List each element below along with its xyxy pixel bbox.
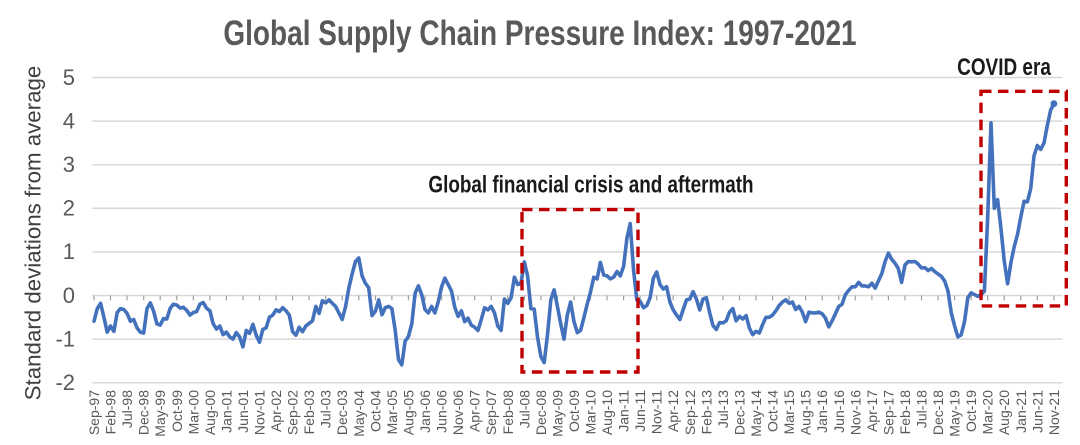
svg-text:Aug-10: Aug-10 xyxy=(599,390,615,435)
svg-text:-2: -2 xyxy=(55,370,75,395)
svg-text:Feb-98: Feb-98 xyxy=(103,390,119,435)
svg-text:Oct-19: Oct-19 xyxy=(963,390,979,432)
svg-text:Aug-15: Aug-15 xyxy=(798,390,814,435)
svg-text:Dec-18: Dec-18 xyxy=(930,390,946,435)
svg-text:3: 3 xyxy=(63,152,75,177)
svg-text:Oct-14: Oct-14 xyxy=(765,390,781,432)
svg-text:May-99: May-99 xyxy=(152,390,168,437)
svg-text:Jul-13: Jul-13 xyxy=(715,390,731,428)
svg-text:Dec-98: Dec-98 xyxy=(136,390,152,435)
svg-text:Apr-12: Apr-12 xyxy=(665,390,681,432)
svg-text:Nov-16: Nov-16 xyxy=(847,390,863,435)
svg-text:Nov-06: Nov-06 xyxy=(450,390,466,435)
svg-text:Aug-20: Aug-20 xyxy=(996,390,1012,435)
svg-text:Nov-01: Nov-01 xyxy=(252,390,268,435)
svg-text:4: 4 xyxy=(63,108,75,133)
svg-text:5: 5 xyxy=(63,65,75,90)
svg-text:Sep-02: Sep-02 xyxy=(285,390,301,435)
svg-text:Apr-02: Apr-02 xyxy=(268,390,284,432)
svg-text:Jul-08: Jul-08 xyxy=(516,390,532,428)
svg-text:Aug-05: Aug-05 xyxy=(400,390,416,435)
svg-text:Feb-18: Feb-18 xyxy=(897,390,913,435)
svg-text:Jun-01: Jun-01 xyxy=(235,390,251,433)
svg-text:Jun-16: Jun-16 xyxy=(831,390,847,433)
svg-text:Oct-99: Oct-99 xyxy=(169,390,185,432)
svg-text:May-19: May-19 xyxy=(947,390,963,437)
svg-text:Jun-06: Jun-06 xyxy=(434,390,450,433)
svg-text:COVID era: COVID era xyxy=(957,53,1052,81)
svg-text:Feb-03: Feb-03 xyxy=(301,390,317,435)
svg-text:Jul-03: Jul-03 xyxy=(318,390,334,428)
svg-text:Oct-09: Oct-09 xyxy=(566,390,582,432)
svg-text:0: 0 xyxy=(63,283,75,308)
svg-text:Mar-05: Mar-05 xyxy=(384,390,400,435)
svg-text:Jun-11: Jun-11 xyxy=(632,390,648,432)
svg-text:May-14: May-14 xyxy=(748,390,764,437)
svg-text:Apr-07: Apr-07 xyxy=(467,390,483,432)
svg-text:Jun-21: Jun-21 xyxy=(1029,390,1045,433)
svg-text:1: 1 xyxy=(63,239,75,264)
svg-text:Jan-06: Jan-06 xyxy=(417,390,433,433)
svg-text:Jan-21: Jan-21 xyxy=(1013,390,1029,433)
svg-text:Dec-13: Dec-13 xyxy=(732,390,748,435)
svg-text:Dec-03: Dec-03 xyxy=(334,390,350,435)
svg-text:Mar-20: Mar-20 xyxy=(980,390,996,435)
svg-text:Jan-01: Jan-01 xyxy=(218,390,234,433)
svg-text:Nov-11: Nov-11 xyxy=(649,390,665,434)
svg-text:2: 2 xyxy=(63,196,75,221)
svg-text:Mar-15: Mar-15 xyxy=(781,390,797,435)
svg-text:Dec-08: Dec-08 xyxy=(533,390,549,435)
svg-text:Jul-98: Jul-98 xyxy=(119,390,135,428)
svg-text:Standard deviations from avera: Standard deviations from average xyxy=(21,66,46,401)
svg-text:Mar-10: Mar-10 xyxy=(583,390,599,435)
svg-text:Feb-08: Feb-08 xyxy=(500,390,516,435)
svg-text:Jan-16: Jan-16 xyxy=(814,390,830,433)
svg-text:Sep-07: Sep-07 xyxy=(483,390,499,435)
svg-text:Jan-11: Jan-11 xyxy=(616,390,632,432)
svg-text:Global financial crisis and af: Global financial crisis and aftermath xyxy=(428,170,753,198)
svg-text:Aug-00: Aug-00 xyxy=(202,390,218,435)
svg-text:Nov-21: Nov-21 xyxy=(1046,390,1062,435)
svg-text:May-04: May-04 xyxy=(351,390,367,437)
svg-text:May-09: May-09 xyxy=(549,390,565,437)
svg-text:-1: -1 xyxy=(55,326,75,351)
svg-text:Oct-04: Oct-04 xyxy=(367,390,383,432)
svg-text:Mar-00: Mar-00 xyxy=(185,390,201,435)
svg-text:Sep-17: Sep-17 xyxy=(880,390,896,435)
svg-text:Sep-97: Sep-97 xyxy=(86,390,102,435)
svg-text:Feb-13: Feb-13 xyxy=(698,390,714,435)
svg-text:Jul-18: Jul-18 xyxy=(914,390,930,428)
svg-text:Apr-17: Apr-17 xyxy=(864,390,880,432)
svg-text:Global Supply Chain Pressure I: Global Supply Chain Pressure Index: 1997… xyxy=(223,13,856,53)
svg-text:Sep-12: Sep-12 xyxy=(682,390,698,435)
